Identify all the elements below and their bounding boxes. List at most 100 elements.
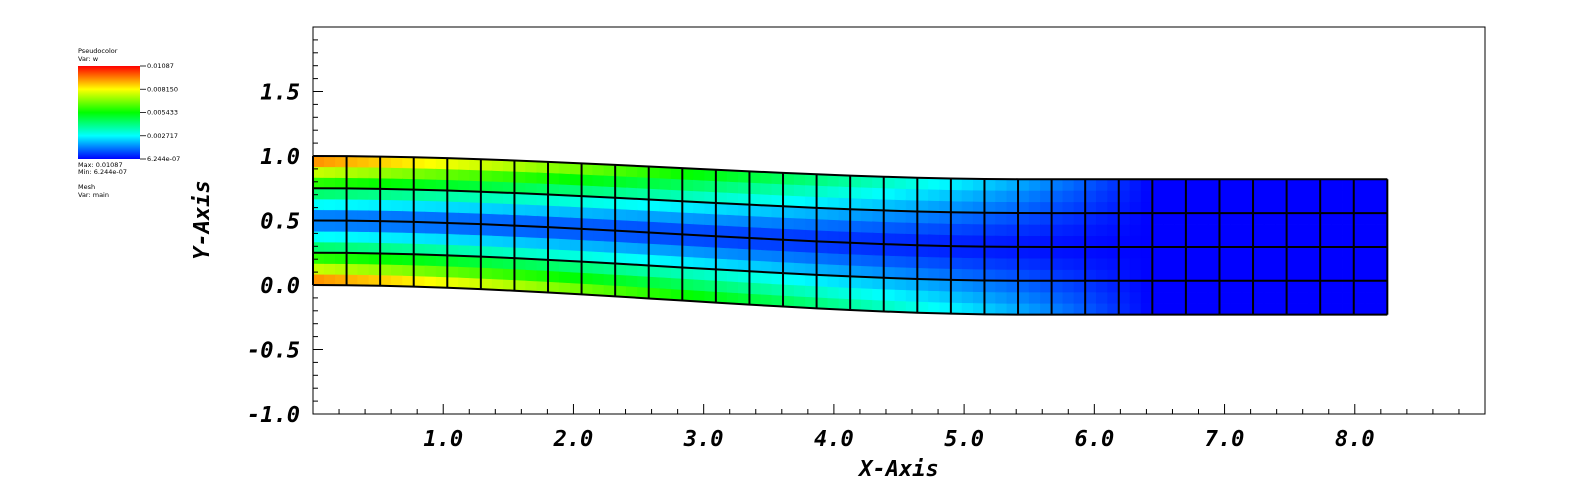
mesh-cell xyxy=(917,211,952,247)
mesh-cell xyxy=(1152,212,1187,248)
mesh-subcell xyxy=(1084,246,1097,259)
mesh-subcell xyxy=(469,223,482,236)
mesh-subcell xyxy=(1129,269,1142,282)
mesh-subcell xyxy=(581,184,594,197)
mesh-cell xyxy=(917,177,952,213)
mesh-subcell xyxy=(547,281,560,294)
mesh-subcell xyxy=(1375,201,1388,214)
mesh-subcell xyxy=(771,205,784,218)
mesh-subcell xyxy=(1219,280,1231,293)
mesh-subcell xyxy=(435,276,448,289)
mesh-subcell xyxy=(749,248,761,262)
mesh-subcell xyxy=(939,189,952,202)
mesh-subcell xyxy=(838,297,851,311)
y-axis-title: Y-Axis xyxy=(190,180,215,259)
mesh-subcell xyxy=(592,229,605,242)
mesh-subcell xyxy=(1263,257,1276,270)
mesh-subcell xyxy=(424,168,437,180)
mesh-subcell xyxy=(1207,246,1220,259)
mesh-subcell xyxy=(972,212,985,225)
mesh-cell xyxy=(1051,280,1086,315)
mesh-subcell xyxy=(1006,212,1019,225)
mesh-subcell xyxy=(1241,224,1254,236)
mesh-subcell xyxy=(1241,178,1254,191)
mesh-subcell xyxy=(1028,178,1041,191)
mesh-subcell xyxy=(984,257,996,270)
mesh-subcell xyxy=(525,225,538,238)
mesh-subcell xyxy=(928,290,940,303)
mesh-subcell xyxy=(816,274,829,287)
mesh-subcell xyxy=(402,189,415,201)
mesh-cell xyxy=(1185,212,1220,248)
mesh-subcell xyxy=(1062,190,1075,203)
mesh-subcell xyxy=(917,244,929,258)
mesh-subcell xyxy=(357,274,370,286)
mesh-subcell xyxy=(1308,280,1321,293)
mesh-subcell xyxy=(469,169,482,182)
mesh-cell xyxy=(614,230,650,266)
mesh-subcell xyxy=(424,200,437,213)
mesh-subcell xyxy=(861,198,873,211)
mesh-subcell xyxy=(995,178,1008,191)
mesh-subcell xyxy=(1062,235,1075,248)
mesh-subcell xyxy=(558,260,571,273)
mesh-subcell xyxy=(335,166,347,178)
mesh-subcell xyxy=(1107,224,1120,236)
mesh-subcell xyxy=(1319,257,1332,270)
mesh-subcell xyxy=(894,289,907,302)
mesh-subcell xyxy=(1129,303,1142,315)
mesh-subcell xyxy=(1073,201,1086,214)
mesh-subcell xyxy=(849,276,862,289)
mesh-subcell xyxy=(939,211,952,224)
mesh-subcell xyxy=(872,288,885,301)
mesh-subcell xyxy=(1174,212,1187,225)
mesh-cell xyxy=(1319,246,1355,282)
mesh-cell xyxy=(1152,246,1187,282)
mesh-subcell xyxy=(536,182,549,195)
mesh-subcell xyxy=(704,290,717,303)
mesh-subcell xyxy=(1297,235,1310,248)
mesh-subcell xyxy=(950,223,963,236)
mesh-subcell xyxy=(883,277,896,290)
mesh-subcell xyxy=(1028,235,1041,248)
mesh-subcell xyxy=(693,245,705,259)
mesh-subcell xyxy=(480,158,493,171)
mesh-subcell xyxy=(536,269,549,282)
mesh-subcell xyxy=(1353,235,1366,248)
mesh-subcell xyxy=(1286,291,1299,304)
colorbar-tick-label: 0.002717 xyxy=(147,132,178,140)
mesh-subcell xyxy=(659,166,672,179)
mesh-subcell xyxy=(323,263,336,275)
mesh-subcell xyxy=(491,159,504,172)
mesh-subcell xyxy=(1319,280,1332,293)
mesh-subcell xyxy=(458,255,470,268)
mesh-subcell xyxy=(1084,178,1097,191)
mesh-subcell xyxy=(1252,178,1265,191)
mesh-subcell xyxy=(1364,246,1377,259)
mesh-cell xyxy=(1017,212,1052,248)
mesh-subcell xyxy=(435,157,448,170)
mesh-subcell xyxy=(1163,257,1175,270)
mesh-subcell xyxy=(1040,291,1052,304)
mesh-subcell xyxy=(1375,224,1388,236)
mesh-subcell xyxy=(793,228,806,242)
mesh-subcell xyxy=(928,200,940,213)
mesh-subcell xyxy=(849,220,862,233)
mesh-subcell xyxy=(760,182,773,195)
mesh-subcell xyxy=(1096,269,1108,282)
mesh-subcell xyxy=(1017,212,1030,225)
mesh-subcell xyxy=(1331,269,1343,282)
mesh-subcell xyxy=(693,234,705,247)
mesh-subcell xyxy=(905,244,918,257)
mesh-subcell xyxy=(805,218,817,231)
mesh-subcell xyxy=(581,283,594,296)
mesh-subcell xyxy=(1028,246,1041,259)
mesh-subcell xyxy=(1107,291,1120,304)
mesh-subcell xyxy=(861,254,873,267)
mesh-subcell xyxy=(838,242,851,255)
mesh-subcell xyxy=(1275,291,1287,304)
mesh-subcell xyxy=(1073,246,1086,259)
mesh-subcell xyxy=(838,230,851,244)
mesh-subcell xyxy=(1140,269,1153,282)
mesh-subcell xyxy=(547,237,560,250)
